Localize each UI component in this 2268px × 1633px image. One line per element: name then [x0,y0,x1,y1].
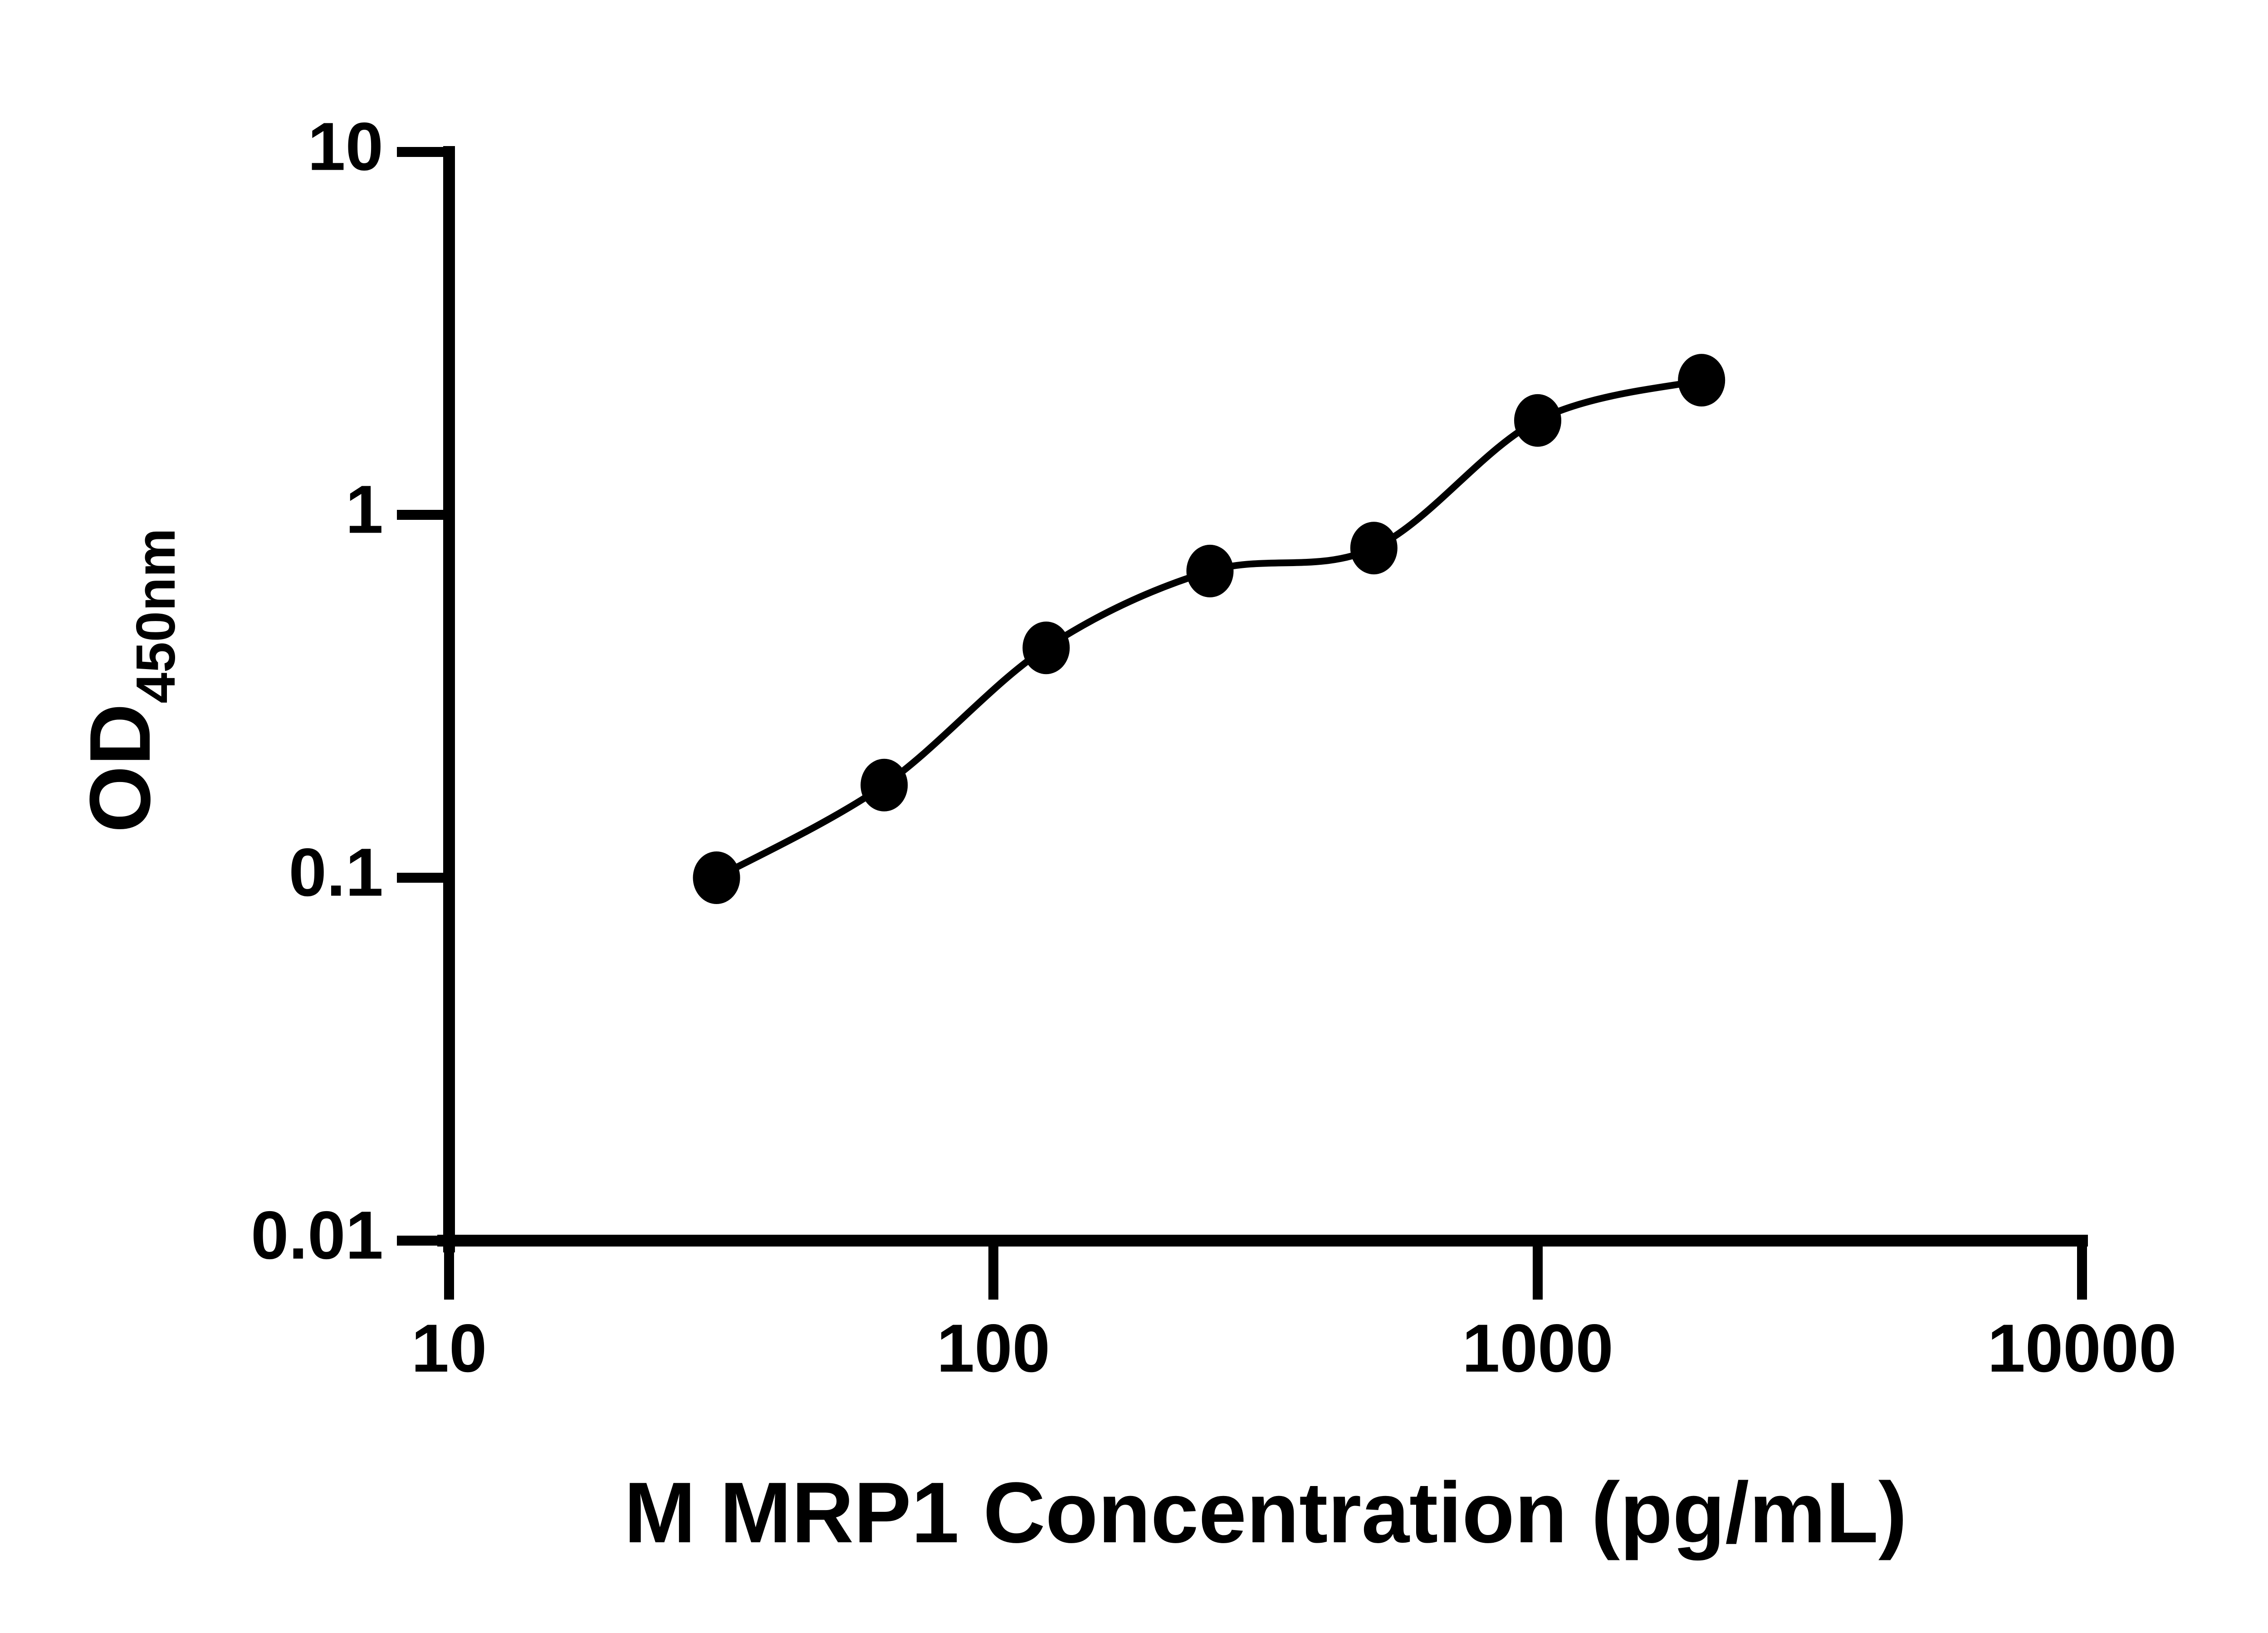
data-point-group [693,354,1725,904]
y-axis-title-main: OD [72,704,168,833]
data-point-marker [1186,544,1234,597]
x-tick-label-10: 10 [411,1310,487,1386]
y-tick-label-0.1: 0.1 [288,834,383,910]
y-axis-title: OD450nm [72,528,186,833]
x-axis-ticks: 10 100 1000 10000 [411,1241,2177,1386]
data-point-marker [1022,621,1070,675]
x-tick-label-10000: 10000 [1987,1310,2176,1386]
y-tick-label-1: 1 [346,471,383,548]
standard-curve-fit-line [713,376,1705,881]
y-axis-ticks: 10 1 0.1 0.01 [251,108,449,1273]
y-axis-title-text: OD450nm [72,528,186,833]
data-point-marker [860,758,908,812]
axes-group [437,146,2088,1252]
y-tick-label-10: 10 [308,108,383,185]
x-tick-label-1000: 1000 [1462,1310,1613,1386]
x-tick-label-100: 100 [937,1310,1050,1386]
data-point-marker [1678,354,1725,407]
data-point-marker [693,851,740,904]
data-point-marker [1514,394,1561,447]
y-axis-title-subscript: 450nm [125,528,186,704]
data-point-marker [1350,522,1398,575]
x-axis-title: M MRP1 Concentration (pg/mL) [624,1465,1907,1561]
y-tick-label-0.01: 0.01 [251,1197,383,1273]
